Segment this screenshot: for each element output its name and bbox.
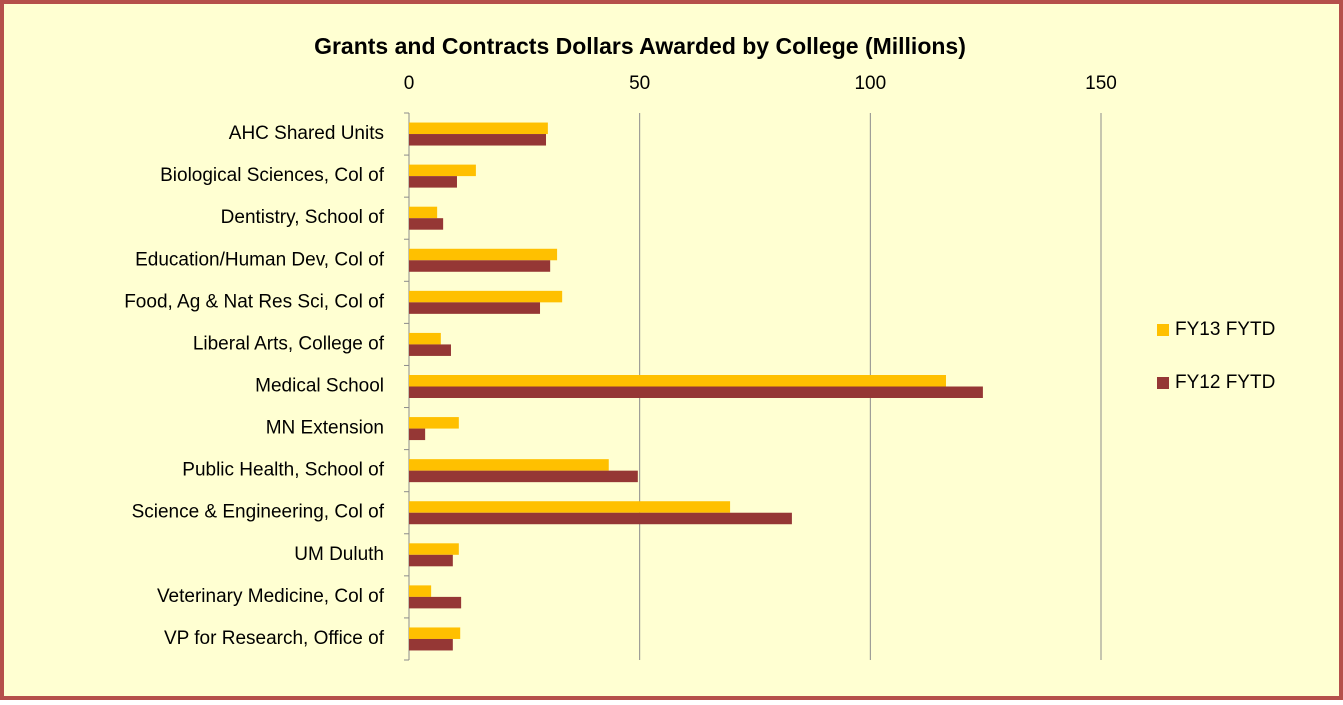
bar: [409, 290, 563, 303]
bar: [409, 459, 609, 471]
bar: [409, 543, 459, 555]
legend-swatch: [1157, 377, 1169, 389]
y-tick-label: Biological Sciences, Col of: [160, 165, 385, 186]
x-tick-label: 50: [629, 73, 650, 94]
x-tick-label: 100: [854, 73, 886, 94]
bar: [409, 248, 558, 261]
y-tick-label: AHC Shared Units: [229, 123, 384, 144]
bar: [409, 206, 438, 219]
bar: [409, 344, 451, 356]
bar: [409, 428, 426, 441]
bar: [409, 585, 432, 597]
bar: [409, 501, 731, 513]
y-tick-label: Dentistry, School of: [221, 207, 385, 228]
y-tick-label: Public Health, School of: [182, 460, 384, 481]
y-tick-label: Science & Engineering, Col of: [132, 502, 385, 523]
bar: [409, 375, 946, 387]
y-tick-label: VP for Research, Office of: [164, 628, 385, 649]
bar: [409, 386, 983, 398]
y-tick-label: Liberal Arts, College of: [193, 333, 385, 354]
legend-label: FY13 FYTD: [1175, 319, 1275, 340]
y-tick-label: Veterinary Medicine, Col of: [157, 586, 385, 607]
bar: [409, 417, 459, 429]
bar: [409, 554, 453, 567]
bar: [409, 627, 461, 639]
bar: [409, 332, 441, 345]
x-tick-label: 150: [1085, 73, 1117, 94]
bar: [409, 176, 457, 188]
bar: [409, 470, 638, 483]
chart-title: Grants and Contracts Dollars Awarded by …: [314, 33, 966, 59]
bar: [409, 164, 476, 177]
legend-label: FY12 FYTD: [1175, 372, 1275, 393]
y-tick-label: Medical School: [255, 376, 384, 397]
bar: [409, 512, 792, 525]
bar: [409, 122, 548, 135]
legend-swatch: [1157, 324, 1169, 336]
y-tick-label: MN Extension: [266, 418, 384, 439]
bar: [409, 596, 462, 609]
x-tick-label: 0: [404, 73, 415, 94]
y-tick-label: Education/Human Dev, Col of: [135, 249, 385, 270]
y-tick-label: Food, Ag & Nat Res Sci, Col of: [124, 291, 385, 312]
bar: [409, 638, 453, 651]
bar: [409, 134, 547, 146]
bar: [409, 218, 444, 230]
bar: [409, 260, 551, 272]
bar: [409, 302, 541, 314]
y-tick-label: UM Duluth: [294, 544, 384, 565]
